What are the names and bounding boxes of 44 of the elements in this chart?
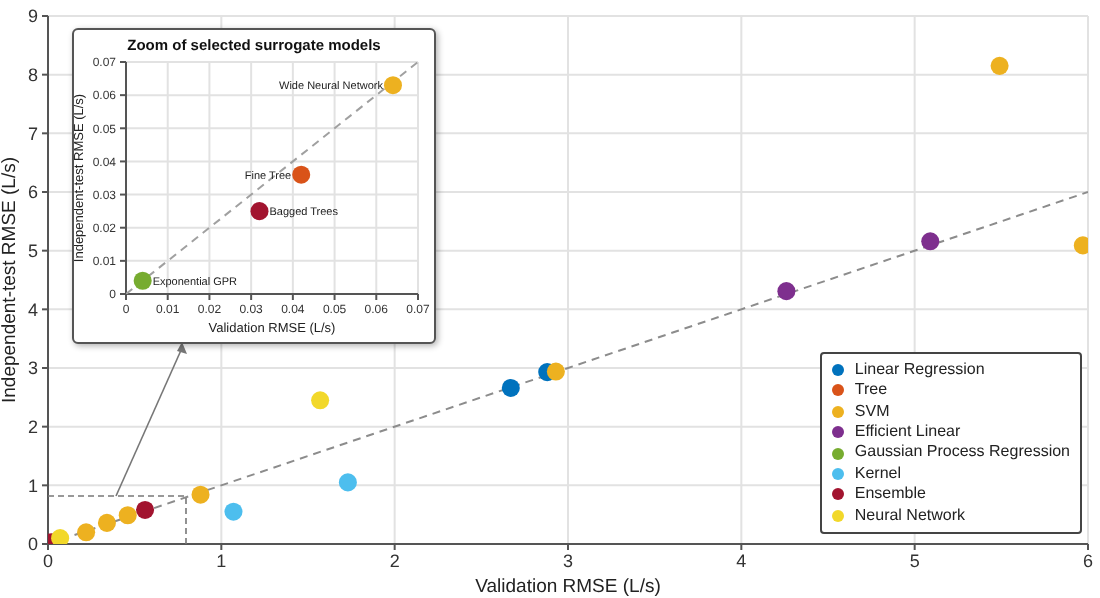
y-tick-label: 1 <box>27 475 38 496</box>
y-tick-label: 0 <box>27 534 38 555</box>
point <box>501 378 520 397</box>
legend-label: Gaussian Process Regression <box>854 442 1070 464</box>
point <box>250 202 269 221</box>
y-tick-label: 7 <box>27 123 38 144</box>
x-tick-label: 4 <box>736 550 747 571</box>
y-tick-label: 9 <box>27 6 38 27</box>
y-tick-label: 3 <box>27 358 38 379</box>
point <box>921 232 940 251</box>
y-tick-label: 8 <box>27 65 38 86</box>
point <box>224 502 243 521</box>
x-axis-title: Validation RMSE (L/s) <box>475 576 661 598</box>
point <box>383 76 402 95</box>
point <box>191 485 210 504</box>
point <box>777 282 796 301</box>
x-tick-label: 0 <box>42 550 54 571</box>
legend-label: SVM <box>854 401 890 422</box>
legend-label: Kernel <box>854 463 902 485</box>
y-tick-label: 5 <box>27 241 38 262</box>
legend-label: Linear Regression <box>854 359 985 381</box>
point <box>292 165 311 184</box>
x-tick-label: 3 <box>562 550 574 571</box>
y-axis-title: Independent-test RMSE (L/s) <box>0 156 21 404</box>
point <box>338 473 357 492</box>
legend-label: Efficient Linear <box>854 421 961 443</box>
point <box>77 523 96 542</box>
y-tick-label: 6 <box>27 182 38 203</box>
point <box>546 362 565 381</box>
point <box>51 529 70 544</box>
point <box>990 56 1009 75</box>
point <box>311 391 330 410</box>
y-tick-label: 2 <box>27 417 38 438</box>
x-tick-label: 5 <box>909 550 920 571</box>
legend-label: Tree <box>854 380 888 402</box>
x-tick-label: 2 <box>389 550 400 571</box>
point <box>97 513 116 532</box>
x-tick-label: 6 <box>1082 550 1094 571</box>
point <box>118 506 137 525</box>
legend-label: Neural Network <box>854 505 966 526</box>
point <box>133 271 152 290</box>
x-tick-label: 1 <box>216 550 227 571</box>
legend-label: Ensemble <box>854 484 926 506</box>
point <box>136 500 155 519</box>
